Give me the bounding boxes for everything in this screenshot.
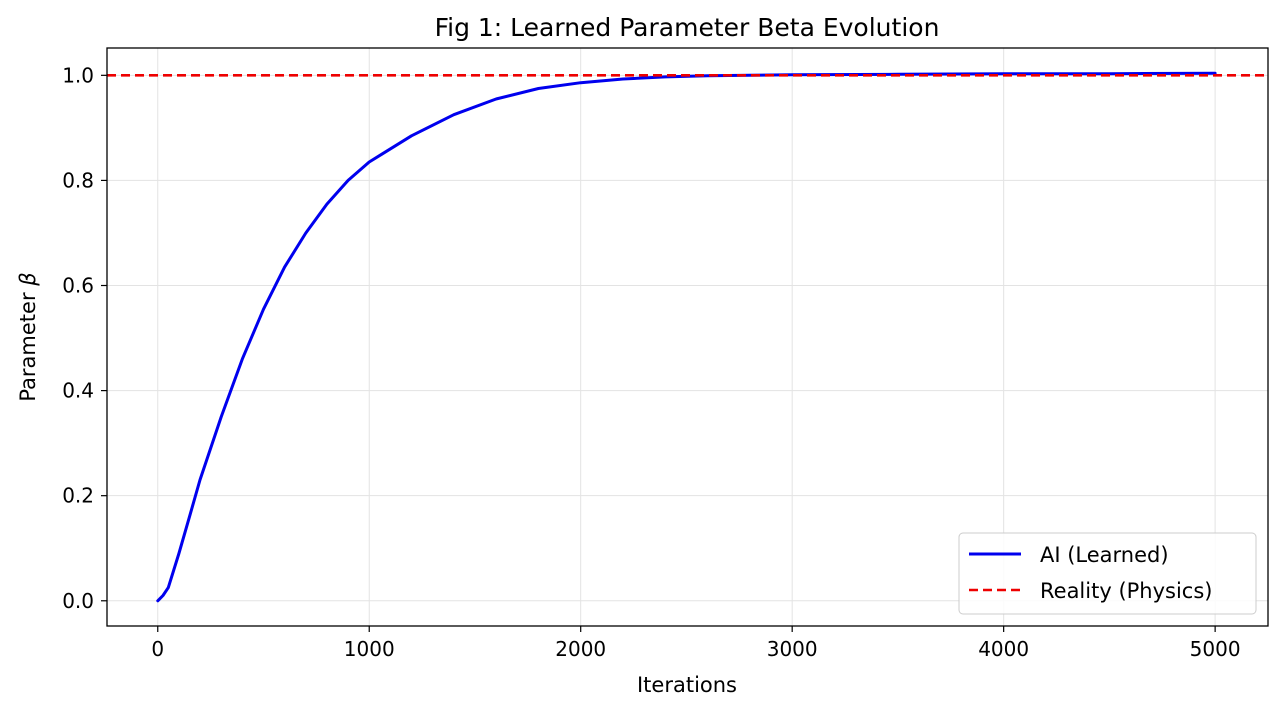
x-tick-label: 0: [151, 637, 164, 661]
plot-area: [106, 47, 1269, 627]
y-axis-label-text: Parameter: [16, 286, 40, 402]
plot-background: [107, 48, 1268, 626]
y-axis: 0.0 0.2 0.4 0.6 0.8 1.0: [62, 63, 107, 613]
plot-frame: [106, 47, 1269, 627]
series-layer: [107, 71, 1268, 603]
x-tick-label: 4000: [978, 637, 1029, 661]
y-tick-label: 1.0: [62, 63, 94, 87]
y-axis-label-symbol: β: [16, 272, 40, 286]
x-tick-label: 2000: [555, 637, 606, 661]
y-tick-label: 0.0: [62, 589, 94, 613]
x-axis: 0 1000 2000 3000 4000 5000: [151, 626, 1241, 661]
x-tick-label: 1000: [344, 637, 395, 661]
y-tick-label: 0.2: [62, 484, 94, 508]
y-axis-label: Parameter β: [16, 272, 40, 401]
x-tick-label: 3000: [767, 637, 818, 661]
legend-box: [958, 532, 1257, 615]
legend-label: Reality (Physics): [1040, 579, 1213, 603]
y-tick-label: 0.8: [62, 168, 94, 192]
chart-title: Fig 1: Learned Parameter Beta Evolution: [435, 13, 940, 42]
y-tick-label: 0.6: [62, 274, 94, 298]
legend-label: AI (Learned): [1040, 543, 1169, 567]
x-axis-label: Iterations: [637, 673, 737, 697]
y-tick-label: 0.4: [62, 379, 94, 403]
legend: AI (Learned) Reality (Physics): [958, 532, 1257, 615]
x-tick-label: 5000: [1190, 637, 1241, 661]
